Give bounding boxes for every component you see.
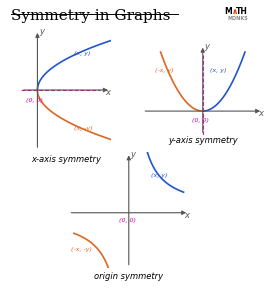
Title: origin symmetry: origin symmetry	[94, 272, 163, 280]
Text: (0, 0): (0, 0)	[26, 98, 43, 103]
Text: x: x	[105, 88, 110, 97]
Text: y: y	[39, 27, 44, 36]
Text: M: M	[225, 8, 232, 16]
Text: (-x, y): (-x, y)	[155, 68, 173, 73]
Text: Symmetry in Graphs: Symmetry in Graphs	[11, 9, 170, 23]
Text: (x, y): (x, y)	[210, 68, 227, 73]
Text: y: y	[204, 42, 209, 51]
Text: (x, -y): (x, -y)	[74, 126, 93, 131]
Text: MONKS: MONKS	[227, 16, 248, 22]
Text: x: x	[184, 211, 189, 220]
Text: ∧: ∧	[232, 8, 238, 16]
Text: (0, 0): (0, 0)	[119, 218, 136, 223]
Text: x: x	[258, 110, 263, 118]
Text: (x, y): (x, y)	[151, 173, 167, 178]
Text: (-x, -y): (-x, -y)	[71, 247, 92, 252]
Text: (x, y): (x, y)	[74, 51, 91, 56]
Title: x-axis symmetry: x-axis symmetry	[31, 154, 101, 164]
Text: y: y	[130, 150, 135, 159]
Title: y-axis symmetry: y-axis symmetry	[168, 136, 238, 145]
Text: (0, 0): (0, 0)	[192, 118, 209, 123]
Text: TH: TH	[236, 8, 248, 16]
